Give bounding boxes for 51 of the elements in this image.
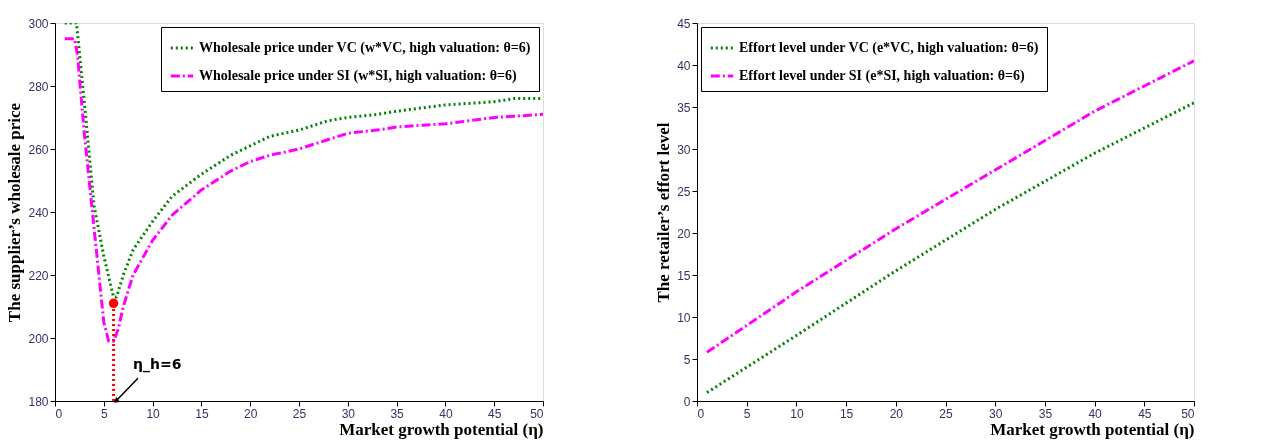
x-tick-label: 10 <box>790 406 804 421</box>
y-tick-label: 40 <box>677 58 691 73</box>
annotation: η_h=6 <box>133 355 182 373</box>
x-tick-label: 5 <box>100 406 108 421</box>
legend-label: Wholesale price under SI (w*SI, high valuation: θ=6) <box>199 68 517 84</box>
y-tick-label: 220 <box>28 268 49 283</box>
y-tick-label: 5 <box>683 352 691 367</box>
x-axis-title: Market growth potential (η) <box>990 419 1195 439</box>
x-tick-label: 30 <box>341 406 356 421</box>
y-tick-label: 180 <box>28 394 49 409</box>
x-tick-label: 20 <box>889 406 904 421</box>
y-axis-title: The supplier’s wholesale price <box>5 102 25 323</box>
y-tick-label: 35 <box>677 100 691 115</box>
y-tick-label: 20 <box>677 226 691 241</box>
y-tick-label: 10 <box>677 310 691 325</box>
x-tick-label: 50 <box>1181 406 1195 421</box>
legend-label: Wholesale price under VC (w*VC, high valuation: θ=6) <box>199 40 531 56</box>
y-tick-label: 25 <box>677 184 691 199</box>
x-tick-label: 35 <box>390 406 405 421</box>
y-tick-label: 280 <box>28 79 49 94</box>
y-tick-label: 15 <box>677 268 691 283</box>
x-tick-label: 45 <box>1138 406 1152 421</box>
legend-label: Effort level under VC (e*VC, high valuation: θ=6) <box>739 40 1039 56</box>
x-tick-label: 45 <box>488 406 502 421</box>
x-tick-label: 25 <box>939 406 953 421</box>
x-tick-label: 0 <box>55 406 63 421</box>
y-tick-label: 30 <box>677 142 691 157</box>
y-axis-title: The retailer’s effort level <box>654 122 674 303</box>
x-tick-label: 0 <box>697 406 705 421</box>
line-series <box>705 59 1194 354</box>
y-tick-label: 300 <box>28 16 49 31</box>
y-tick-label: 0 <box>683 394 691 409</box>
y-tick-label: 200 <box>28 331 49 346</box>
x-tick-label: 20 <box>244 406 258 421</box>
y-tick-label: 260 <box>28 142 49 157</box>
x-tick-label: 25 <box>292 406 307 421</box>
line-series <box>63 37 543 343</box>
x-tick-label: 50 <box>530 406 544 421</box>
x-tick-label: 10 <box>146 406 161 421</box>
x-tick-label: 40 <box>439 406 453 421</box>
line-series <box>705 101 1194 395</box>
y-tick-label: 240 <box>28 205 49 220</box>
x-tick-label: 15 <box>839 406 854 421</box>
x-tick-label: 15 <box>195 406 209 421</box>
x-tick-label: 35 <box>1038 406 1053 421</box>
x-axis-title: Market growth potential (η) <box>339 419 544 439</box>
legend-label: Effort level under SI (e*SI, high valuation: θ=6) <box>739 68 1026 84</box>
x-tick-label: 40 <box>1088 406 1103 421</box>
x-tick-label: 30 <box>989 406 1003 421</box>
x-tick-label: 5 <box>743 406 751 421</box>
y-tick-label: 45 <box>677 16 691 31</box>
